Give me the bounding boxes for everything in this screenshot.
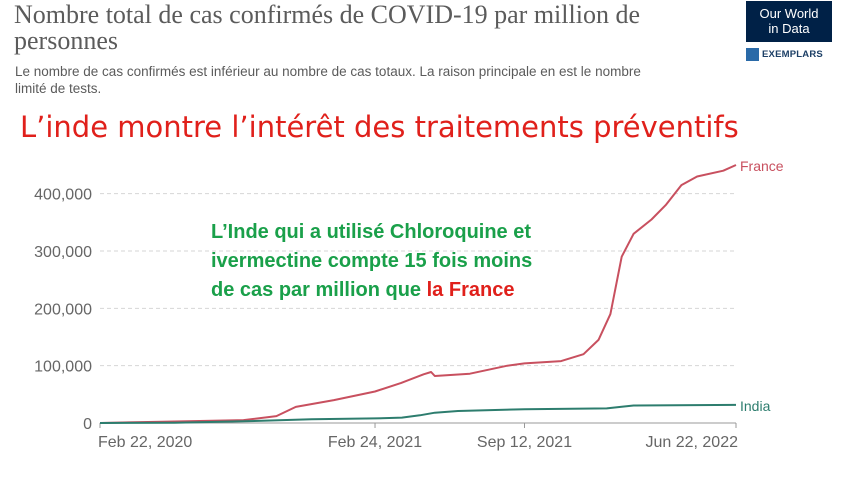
x-tick-label: Feb 22, 2020 xyxy=(98,434,192,451)
exemplars-logo: EXEMPLARS xyxy=(746,45,832,63)
logo-line1: Our World xyxy=(759,6,819,21)
exemplars-text: EXEMPLARS xyxy=(762,48,823,60)
annotation-line2: ivermectine compte 15 fois moins xyxy=(211,250,533,272)
series-line-india xyxy=(99,403,737,424)
owid-logo[interactable]: Our World in Data EXEMPLARS xyxy=(746,1,832,63)
annotation-line3-text: de cas par million que xyxy=(211,279,427,301)
x-tick-label: Feb 24, 2021 xyxy=(328,434,422,451)
y-tick-label: 300,000 xyxy=(34,244,92,261)
annotation-overlay: L’Inde qui a utilisé Chloroquine et iver… xyxy=(211,218,611,305)
exemplars-icon xyxy=(746,47,759,61)
line-chart: 0 100,000 200,000 300,000 400,000 Feb 22, 202… xyxy=(34,158,784,451)
annotation-line1: L’Inde qui a utilisé Chloroquine et xyxy=(211,221,532,243)
headline-overlay: L’inde montre l’intérêt des traitements … xyxy=(20,110,739,144)
y-tick-label: 0 xyxy=(83,416,92,433)
annotation-highlight: la France xyxy=(426,279,515,301)
y-tick-label: 100,000 xyxy=(34,359,92,376)
logo-line2: in Data xyxy=(768,21,810,36)
chart-title: Nombre total de cas confirmés de COVID-1… xyxy=(14,0,640,55)
chart-subtitle: Le nombre de cas confirmés est inférieur… xyxy=(15,64,641,96)
x-tick-label: Sep 12, 2021 xyxy=(477,434,572,451)
y-tick-label: 200,000 xyxy=(34,301,92,318)
series-line-france xyxy=(99,164,737,424)
x-tick-label: Jun 22, 2022 xyxy=(645,434,738,451)
owid-logo-box: Our World in Data xyxy=(746,1,832,42)
y-tick-label: 400,000 xyxy=(34,187,92,204)
series-label-france: France xyxy=(740,158,784,174)
annotation-line3: de cas par million que la France xyxy=(211,276,611,305)
series-label-india: India xyxy=(740,398,771,414)
